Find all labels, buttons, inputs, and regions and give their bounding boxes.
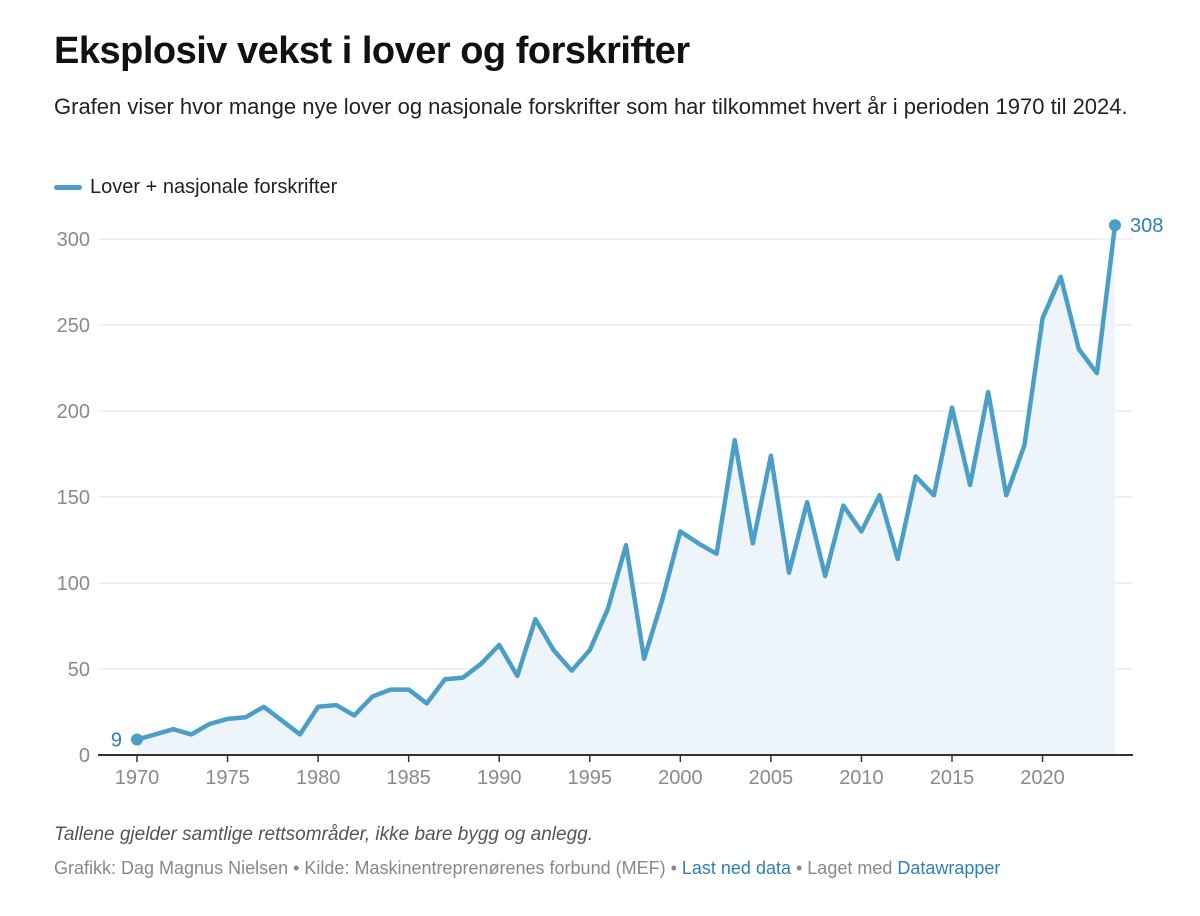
y-tick-label-250: 250 (57, 315, 90, 337)
source-text: Kilde: Maskinentreprenørenes forbund (ME… (304, 858, 666, 878)
y-tick-label-50: 50 (68, 659, 90, 681)
legend-swatch (54, 185, 82, 190)
x-tick-label-1985: 1985 (386, 767, 431, 789)
y-tick-label-0: 0 (79, 745, 90, 767)
x-tick-label-2000: 2000 (658, 767, 703, 789)
end-point-marker (1109, 219, 1121, 232)
x-tick-label-2015: 2015 (930, 767, 975, 789)
x-tick-label-1975: 1975 (205, 767, 250, 789)
chart-subtitle: Grafen viser hvor mange nye lover og nas… (54, 94, 1128, 119)
series-area (137, 225, 1115, 755)
x-tick-label-1970: 1970 (115, 767, 160, 789)
chart-footer: Grafikk: Dag Magnus Nielsen • Kilde: Mas… (54, 858, 1000, 879)
made-with-text: Laget med (807, 858, 898, 878)
credit-text: Grafikk: Dag Magnus Nielsen (54, 858, 289, 878)
y-tick-label-300: 300 (57, 229, 90, 251)
download-data-link[interactable]: Last ned data (681, 858, 791, 878)
chart-note: Tallene gjelder samtlige rettsområder, i… (54, 824, 594, 845)
x-tick-label-1980: 1980 (296, 767, 341, 789)
x-tick-label-2010: 2010 (839, 767, 884, 789)
legend: Lover + nasjonale forskrifter (54, 176, 337, 199)
end-point-marker (131, 733, 143, 746)
y-tick-label-200: 200 (57, 401, 90, 423)
data-label: 9 (111, 730, 122, 752)
chart-title: Eksplosiv vekst i lover og forskrifter (54, 30, 690, 72)
y-axis-ticks: 0 50 100 150 200 250 300 (57, 229, 90, 767)
data-label: 308 (1130, 215, 1163, 237)
legend-label: Lover + nasjonale forskrifter (90, 176, 338, 198)
end-markers: 9 308 (111, 215, 1164, 751)
y-tick-label-150: 150 (57, 487, 90, 509)
separator: • (288, 858, 305, 878)
x-axis: 1970 1975 1980 1985 1990 1995 2000 2005 2010 2015… (98, 754, 1133, 789)
x-tick-label-2020: 2020 (1020, 767, 1065, 789)
separator: • (790, 858, 808, 878)
y-tick-label-100: 100 (57, 573, 90, 595)
x-tick-label-1990: 1990 (477, 767, 522, 789)
x-tick-label-1995: 1995 (568, 767, 613, 789)
series-line (134, 222, 1118, 742)
separator: • (665, 858, 682, 878)
datawrapper-link[interactable]: Datawrapper (897, 858, 1001, 878)
x-tick-label-2005: 2005 (749, 767, 794, 789)
